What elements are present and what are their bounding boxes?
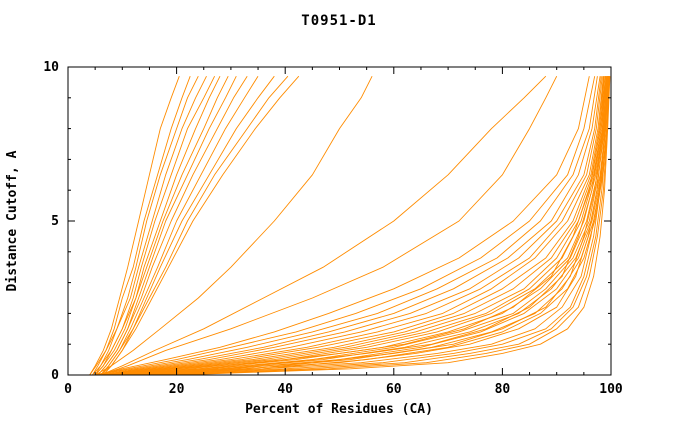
model-curve <box>105 76 607 376</box>
model-curve <box>97 75 248 376</box>
model-curve <box>95 76 598 376</box>
model-curve <box>122 76 610 376</box>
model-curve <box>100 76 601 376</box>
model-curve <box>122 76 608 376</box>
model-curve <box>138 76 609 376</box>
model-curve <box>100 75 558 376</box>
model-curve <box>94 75 373 376</box>
curves-layer <box>89 75 611 376</box>
model-curve <box>100 75 547 376</box>
model-curve <box>165 76 610 376</box>
model-curve <box>95 76 596 376</box>
model-curve <box>105 76 605 376</box>
x-tick-label: 60 <box>386 382 402 397</box>
model-curve <box>133 76 609 376</box>
model-curve <box>92 75 199 376</box>
model-curve <box>143 76 610 376</box>
y-axis-label: Distance Cutoff, A <box>5 150 20 291</box>
model-curve <box>89 76 180 376</box>
x-tick-label: 100 <box>599 382 623 397</box>
model-curve <box>97 75 237 376</box>
x-tick-label: 40 <box>277 382 293 397</box>
model-curve <box>94 75 229 376</box>
model-curve <box>100 75 275 376</box>
model-curve <box>95 76 590 376</box>
model-curve <box>105 76 605 376</box>
y-tick-label: 10 <box>43 60 59 75</box>
x-tick-label: 0 <box>64 382 72 397</box>
model-curve <box>122 76 610 376</box>
model-curve <box>94 75 216 376</box>
model-curve <box>116 76 607 376</box>
model-curve <box>100 75 289 376</box>
y-tick-label: 5 <box>51 214 59 229</box>
x-tick-label: 20 <box>169 382 185 397</box>
chart-title: T0951-D1 <box>301 13 376 29</box>
model-curve <box>92 75 207 376</box>
model-curve <box>102 75 300 376</box>
x-axis-label: Percent of Residues (CA) <box>245 402 433 417</box>
axes-layer: 0 20 40 60 80 100 0 5 10 <box>43 60 623 397</box>
model-curve <box>100 76 603 376</box>
model-curve <box>94 75 221 376</box>
model-curve <box>100 76 604 376</box>
model-curve <box>89 76 191 376</box>
model-curve <box>100 76 602 376</box>
model-curve <box>105 76 607 376</box>
y-tick-label: 0 <box>51 368 59 383</box>
x-tick-label: 80 <box>495 382 511 397</box>
model-curve <box>154 76 610 376</box>
model-curve <box>176 76 611 376</box>
model-curve <box>127 76 608 376</box>
